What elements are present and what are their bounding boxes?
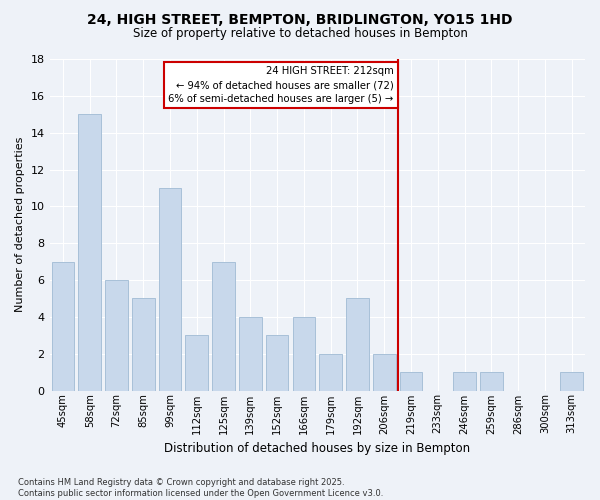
Bar [319,354,342,391]
Bar [239,317,262,390]
Bar [158,188,181,390]
Bar [132,298,155,390]
Bar [346,298,369,390]
Text: 24 HIGH STREET: 212sqm
← 94% of detached houses are smaller (72)
6% of semi-deta: 24 HIGH STREET: 212sqm ← 94% of detached… [169,66,394,104]
Bar [480,372,503,390]
Bar [373,354,395,391]
Bar [185,336,208,390]
Bar [266,336,289,390]
Text: 24, HIGH STREET, BEMPTON, BRIDLINGTON, YO15 1HD: 24, HIGH STREET, BEMPTON, BRIDLINGTON, Y… [87,12,513,26]
Bar [105,280,128,390]
Bar [52,262,74,390]
Y-axis label: Number of detached properties: Number of detached properties [15,137,25,312]
Bar [79,114,101,390]
Text: Size of property relative to detached houses in Bempton: Size of property relative to detached ho… [133,28,467,40]
Bar [293,317,315,390]
Bar [212,262,235,390]
X-axis label: Distribution of detached houses by size in Bempton: Distribution of detached houses by size … [164,442,470,455]
Bar [400,372,422,390]
Bar [453,372,476,390]
Bar [560,372,583,390]
Text: Contains HM Land Registry data © Crown copyright and database right 2025.
Contai: Contains HM Land Registry data © Crown c… [18,478,383,498]
